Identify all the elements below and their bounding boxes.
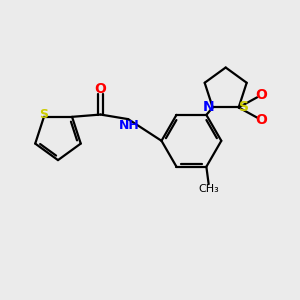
- Text: S: S: [239, 100, 249, 113]
- Text: CH₃: CH₃: [198, 184, 219, 194]
- Text: O: O: [94, 82, 106, 96]
- Text: NH: NH: [119, 119, 140, 132]
- Text: O: O: [255, 113, 267, 127]
- Text: N: N: [202, 100, 214, 113]
- Text: O: O: [255, 88, 267, 102]
- Text: S: S: [39, 108, 48, 121]
